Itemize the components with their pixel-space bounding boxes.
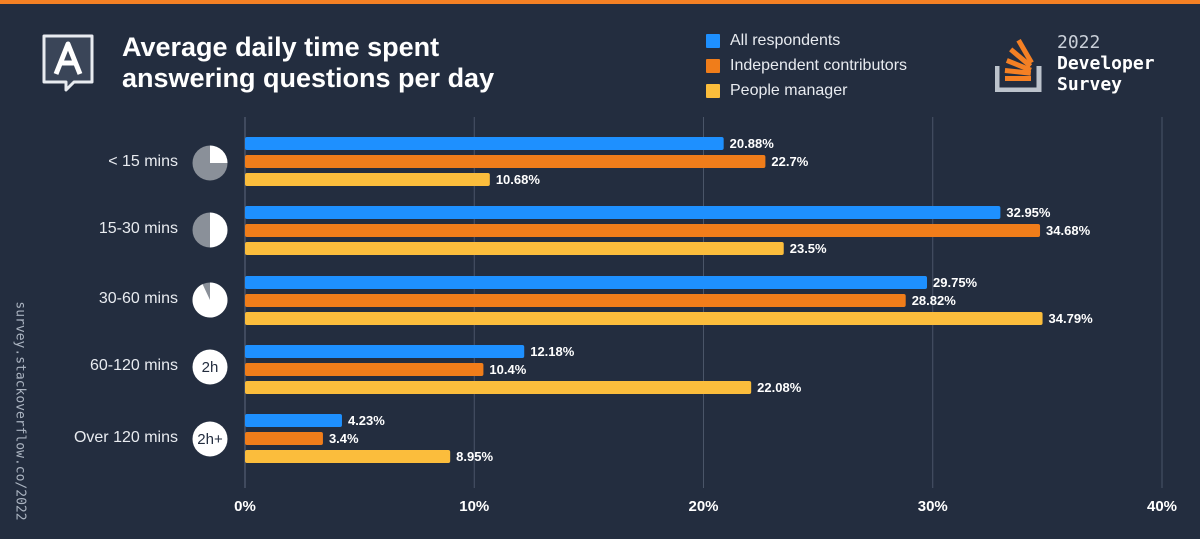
category-label: 30-60 mins — [98, 290, 178, 307]
top-accent-bar — [0, 0, 1200, 4]
category-label: < 15 mins — [108, 153, 178, 170]
bar — [245, 276, 928, 289]
legend: All respondents Independent contributors… — [706, 28, 907, 103]
bar-value-label: 34.68% — [1046, 223, 1091, 238]
bar — [245, 224, 1041, 237]
bar-value-label: 10.68% — [496, 172, 541, 187]
legend-label: People manager — [730, 81, 848, 99]
stack-overflow-logo-icon — [995, 39, 1042, 92]
bar-value-label: 12.18% — [530, 344, 575, 359]
icon-badge-text: 2h — [202, 359, 219, 376]
bar-value-label: 20.88% — [730, 136, 775, 151]
bar-value-label: 28.82% — [912, 293, 957, 308]
legend-item-independent-contributors: Independent contributors — [706, 53, 907, 78]
survey-question-icon — [42, 34, 94, 92]
legend-label: All respondents — [730, 31, 841, 49]
x-tick-label: 40% — [1147, 498, 1177, 515]
bar — [245, 414, 342, 427]
bar-value-label: 8.95% — [456, 449, 493, 464]
bar-value-label: 22.08% — [757, 380, 802, 395]
bar — [245, 206, 1001, 219]
2h-circle-icon: 2h — [192, 349, 228, 385]
legend-label: Independent contributors — [730, 56, 908, 74]
x-tick-label: 30% — [918, 498, 948, 515]
bar-value-label: 32.95% — [1006, 205, 1051, 220]
category-label: 60-120 mins — [89, 357, 178, 374]
legend-item-all-respondents: All respondents — [706, 28, 907, 53]
bar — [245, 450, 451, 463]
x-tick-label: 0% — [234, 498, 256, 515]
brand-year: 2022 — [1057, 32, 1101, 53]
brand-wordmark: 2022 Developer Survey — [1057, 32, 1155, 95]
bar — [245, 137, 724, 150]
legend-swatch-blue — [706, 33, 720, 48]
legend-item-people-manager: People manager — [706, 78, 907, 103]
x-tick-label: 20% — [688, 498, 718, 515]
brand-line-2: Survey — [1057, 74, 1123, 95]
bar-value-label: 22.7% — [771, 154, 808, 169]
2h-plus-circle-icon: 2h+ — [192, 421, 228, 457]
category-label: Over 120 mins — [73, 429, 178, 446]
bar — [245, 294, 906, 307]
bar — [245, 173, 490, 186]
bar — [245, 363, 484, 376]
bar-value-label: 29.75% — [933, 275, 978, 290]
bar — [245, 242, 784, 255]
half-pie-icon — [192, 212, 228, 248]
bar — [245, 155, 766, 168]
legend-swatch-yellow — [706, 83, 720, 98]
bar-value-label: 23.5% — [790, 241, 827, 256]
x-tick-label: 10% — [459, 498, 489, 515]
bar-value-label: 4.23% — [348, 413, 385, 428]
quarter-pie-icon — [192, 145, 228, 181]
chart-title: Average daily time spent answering quest… — [122, 32, 495, 93]
bar — [245, 312, 1043, 325]
icon-badge-text: 2h+ — [197, 431, 223, 448]
bar-value-label: 10.4% — [489, 362, 526, 377]
bar — [245, 345, 525, 358]
nearly-full-pie-icon — [192, 282, 228, 318]
bar-value-label: 3.4% — [329, 431, 359, 446]
category-label: 15-30 mins — [98, 220, 178, 237]
bar — [245, 432, 323, 445]
legend-swatch-orange — [706, 58, 720, 73]
brand-line-1: Developer — [1057, 53, 1155, 74]
bar-value-label: 34.79% — [1049, 311, 1094, 326]
bar — [245, 381, 752, 394]
